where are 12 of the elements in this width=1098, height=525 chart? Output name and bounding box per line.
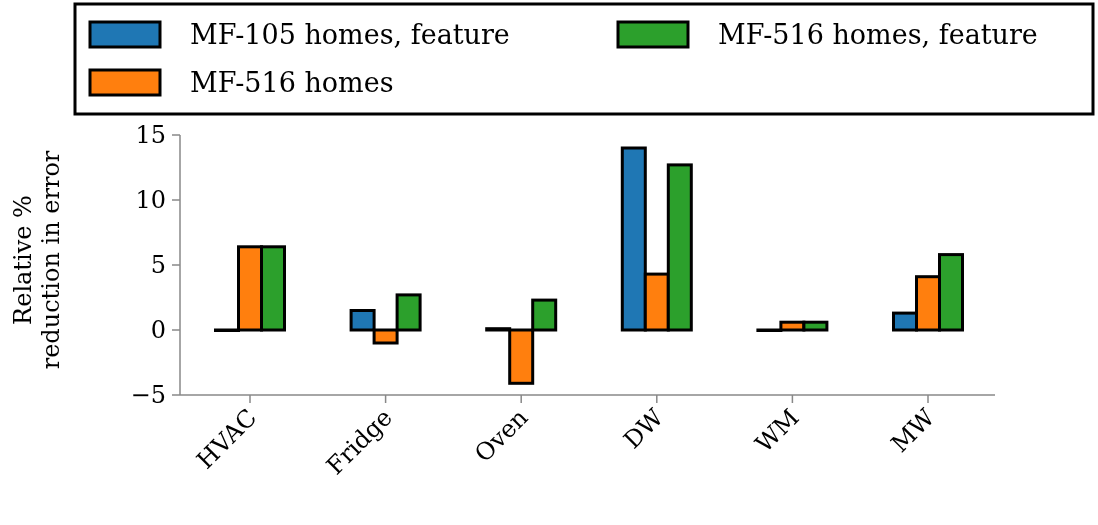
x-tick-label: WM: [750, 403, 805, 459]
y-tick-label: 10: [135, 186, 166, 215]
x-tick-label: DW: [618, 403, 670, 455]
y-tick-label: 5: [150, 251, 166, 280]
y-axis-title: Relative % reduction in error: [9, 150, 65, 370]
y-tick-label: 0: [150, 316, 166, 345]
legend-label: MF-516 homes: [190, 67, 394, 99]
legend-label: MF-105 homes, feature: [190, 19, 510, 51]
y-tick-label: 15: [135, 121, 166, 150]
x-tick-label: MW: [885, 403, 941, 459]
legend-label: MF-516 homes, feature: [718, 19, 1038, 51]
y-tick-label: −5: [130, 381, 166, 410]
